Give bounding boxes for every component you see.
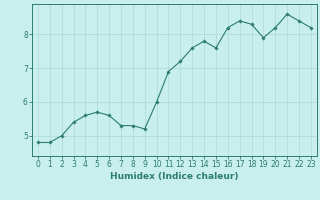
X-axis label: Humidex (Indice chaleur): Humidex (Indice chaleur) (110, 172, 239, 181)
